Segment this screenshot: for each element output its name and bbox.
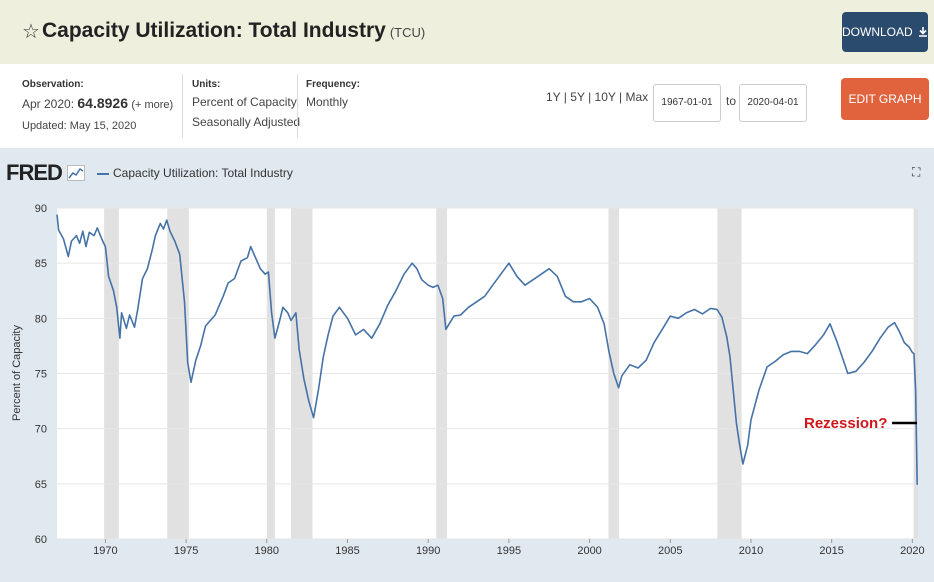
fred-logo-text: FRED [6, 160, 63, 185]
observation-line: Apr 2020: 64.8926 (+ more) [22, 95, 173, 113]
frequency-label: Frequency: [306, 79, 360, 90]
series-line-tcu [56, 214, 918, 485]
divider [182, 74, 183, 138]
y-tick-label: 70 [35, 424, 47, 436]
to-label: to [726, 94, 737, 108]
y-tick-label: 60 [35, 534, 47, 546]
range-max[interactable]: Max [625, 90, 649, 104]
range-links: 1Y | 5Y | 10Y | Max [546, 90, 649, 104]
x-tick-label: 2010 [739, 545, 763, 557]
gear-icon: ⚙ [879, 133, 891, 148]
x-tick-label: 1995 [497, 545, 521, 557]
x-tick-label: 2005 [658, 545, 682, 557]
x-tick-label: 2000 [577, 545, 601, 557]
updated-date: Updated: May 15, 2020 [22, 120, 137, 132]
fred-chart-icon [67, 165, 86, 181]
series-code: (TCU) [389, 25, 426, 40]
gridlines [57, 207, 918, 540]
fred-logo: FRED [6, 160, 86, 186]
y-tick-label: 90 [35, 203, 47, 215]
range-5y[interactable]: 5Y [570, 90, 585, 104]
frequency-value: Monthly [306, 95, 349, 109]
x-tick-label: 1975 [174, 545, 198, 557]
y-tick-label: 80 [35, 313, 47, 325]
edit-graph-label: EDIT GRAPH [848, 92, 922, 106]
x-tick-label: 1990 [416, 545, 440, 557]
observation-more-link[interactable]: (+ more) [131, 99, 174, 111]
x-tick-label: 2015 [819, 545, 843, 557]
download-label: DOWNLOAD [842, 25, 913, 39]
range-10y[interactable]: 10Y [594, 90, 616, 104]
x-tick-label: 1985 [335, 545, 359, 557]
header-bar: ☆ Capacity Utilization: Total Industry (T… [0, 0, 934, 64]
axis-ticks: 60 65 70 75 80 85 90 1970 1975 1980 1985 1990 1995 20… [35, 203, 925, 557]
y-axis-label: Percent of Capacity [11, 325, 23, 421]
x-tick-label: 1970 [93, 545, 117, 557]
series-title: Capacity Utilization: Total Industry [42, 19, 386, 42]
star-icon[interactable]: ☆ [22, 21, 40, 43]
legend-swatch [97, 173, 109, 175]
y-tick-label: 65 [35, 479, 47, 491]
start-date-input[interactable]: 1967-01-01 [653, 84, 721, 122]
observation-value: 64.8926 [77, 95, 128, 111]
divider [297, 74, 298, 138]
y-tick-label: 75 [35, 369, 47, 381]
rezession-annotation: Rezession? [804, 415, 887, 432]
range-1y[interactable]: 1Y [546, 90, 561, 104]
edit-graph-button[interactable]: EDIT GRAPH ⚙ [841, 78, 929, 148]
units-line1: Percent of Capacity, [192, 95, 300, 109]
page-title: Capacity Utilization: Total Industry (TCU… [42, 19, 425, 43]
end-date-input[interactable]: 2020-04-01 [739, 84, 807, 122]
info-bar: Observation: Apr 2020: 64.8926 (+ more) … [0, 64, 934, 148]
observation-label: Observation: [22, 79, 84, 90]
download-button[interactable]: DOWNLOAD [842, 12, 928, 52]
download-icon [919, 27, 928, 37]
units-label: Units: [192, 79, 221, 90]
expand-icon[interactable]: ⛶ [912, 165, 921, 179]
x-tick-label: 2020 [900, 545, 924, 557]
y-tick-label: 85 [35, 258, 47, 270]
legend-label: Capacity Utilization: Total Industry [113, 166, 293, 180]
chart-svg: 60 65 70 75 80 85 90 1970 1975 1980 1985 1990 1995 20… [11, 203, 925, 557]
observation-date: Apr 2020: [22, 97, 75, 111]
units-line2: Seasonally Adjusted [192, 115, 301, 129]
series-layer [56, 214, 918, 485]
x-tick-label: 1980 [255, 545, 279, 557]
